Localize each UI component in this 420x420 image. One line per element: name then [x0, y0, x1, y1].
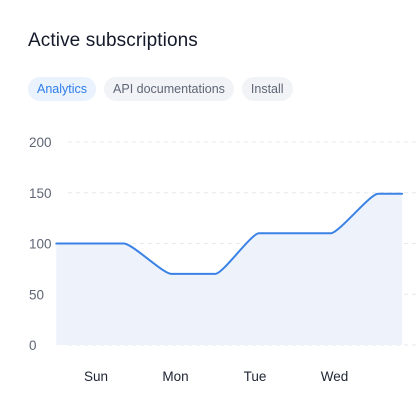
- x-tick-label-sun: Sun: [84, 369, 108, 384]
- x-tick-label-tue: Tue: [244, 369, 267, 384]
- series-area: [56, 193, 403, 345]
- tab-bar: Analytics API documentations Install: [28, 77, 293, 101]
- series-line: [55, 192, 404, 275]
- x-tick-label-wed: Wed: [321, 369, 349, 384]
- x-tick-label-mon: Mon: [162, 369, 188, 384]
- y-tick-label-50: 50: [29, 287, 44, 302]
- y-tick-label-200: 200: [29, 135, 52, 150]
- card-title: Active subscriptions: [28, 30, 198, 51]
- y-tick-label-100: 100: [29, 237, 52, 252]
- y-tick-label-0: 0: [29, 338, 37, 353]
- y-tick-label-150: 150: [29, 186, 52, 201]
- tab-api-documentations[interactable]: API documentations: [104, 77, 234, 101]
- tab-install[interactable]: Install: [241, 77, 293, 101]
- tab-analytics[interactable]: Analytics: [28, 77, 97, 101]
